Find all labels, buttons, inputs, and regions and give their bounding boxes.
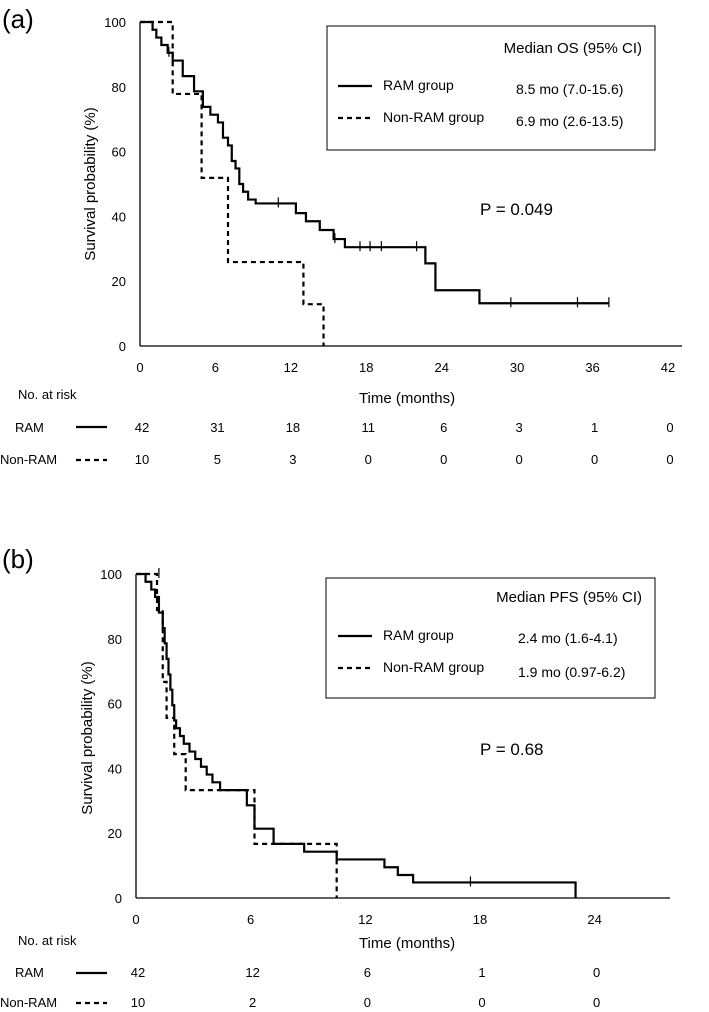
y-tick-labels-b: 0 20 40 60 80 100: [100, 567, 122, 906]
legend-title-b: Median PFS (95% CI): [496, 589, 642, 606]
y-tick-label: 20: [108, 826, 122, 841]
x-tick-label: 6: [212, 360, 219, 375]
legend-label-nonram-b: Non-RAM group: [383, 659, 484, 675]
legend-median-nonram-b: 1.9 mo (0.97-6.2): [518, 664, 625, 680]
survival-curves-b: [136, 568, 577, 898]
y-tick-label: 100: [100, 567, 122, 582]
legend-label-nonram-a: Non-RAM group: [383, 109, 484, 125]
risk-row-label-ram-a: RAM: [15, 420, 44, 435]
risk-value: 0: [593, 995, 600, 1010]
y-tick-label: 0: [119, 339, 126, 354]
risk-value: 10: [135, 452, 149, 467]
risk-value: 0: [666, 452, 673, 467]
risk-value: 11: [362, 420, 376, 435]
risk-value: 42: [135, 420, 149, 435]
risk-value: 3: [516, 420, 523, 435]
risk-value: 1: [478, 965, 485, 980]
p-value-b: P = 0.68: [480, 740, 544, 759]
x-tick-label: 30: [510, 360, 524, 375]
risk-value: 0: [365, 452, 372, 467]
x-axis-title-a: Time (months): [359, 390, 455, 407]
risk-value: 31: [210, 420, 224, 435]
legend-box-a: [326, 25, 656, 151]
risk-value: 42: [131, 965, 145, 980]
y-axis-title-a: Survival probability (%): [82, 107, 99, 260]
ram-survival-curve: [136, 572, 577, 898]
risk-row-label-ram-b: RAM: [15, 965, 44, 980]
x-tick-label: 0: [132, 912, 139, 927]
y-tick-label: 80: [108, 632, 122, 647]
risk-value: 5: [214, 452, 221, 467]
x-tick-labels-b: 0 6 12 18 24: [132, 912, 602, 927]
x-tick-label: 18: [359, 360, 373, 375]
risk-value: 6: [364, 965, 371, 980]
survival-curves-a: [140, 20, 610, 346]
x-tick-labels-a: 0 6 12 18 24 30 36 42: [136, 360, 675, 375]
risk-value: 18: [286, 420, 300, 435]
y-tick-label: 100: [104, 15, 126, 30]
x-tick-label: 0: [136, 360, 143, 375]
risk-values-a: 42 31 18 11 6 3 1 010 5 3 0 0 0 0 0: [135, 420, 674, 467]
risk-table-b: No. at risk RAM Non-RAM 42 12 6 1 010 2 0 0 0: [0, 933, 600, 1010]
y-tick-label: 60: [108, 697, 122, 712]
risk-value: 2: [249, 995, 256, 1010]
risk-table-title-b: No. at risk: [18, 933, 77, 948]
legend-box-b: [325, 577, 656, 699]
y-tick-label: 40: [108, 761, 122, 776]
panel-label-a: (a): [2, 4, 34, 34]
legend-title-a: Median OS (95% CI): [504, 40, 642, 57]
x-tick-label: 6: [247, 912, 254, 927]
x-tick-label: 42: [661, 360, 675, 375]
y-tick-labels-a: 0 20 40 60 80 100: [104, 15, 126, 354]
x-tick-label: 12: [358, 912, 372, 927]
p-value-a: P = 0.049: [480, 200, 553, 219]
x-axis-title-b: Time (months): [359, 935, 455, 952]
risk-value: 12: [245, 965, 259, 980]
legend-b: Median PFS (95% CI) RAM group 2.4 mo (1.…: [325, 577, 656, 699]
legend-median-ram-a: 8.5 mo (7.0-15.6): [516, 81, 623, 97]
y-tick-label: 40: [112, 209, 126, 224]
risk-value: 0: [591, 452, 598, 467]
x-tick-label: 24: [434, 360, 448, 375]
panel-label-b: (b): [2, 544, 34, 574]
x-tick-label: 36: [585, 360, 599, 375]
y-tick-label: 80: [112, 80, 126, 95]
x-tick-label: 24: [587, 912, 601, 927]
y-tick-label: 20: [112, 274, 126, 289]
x-tick-label: 12: [284, 360, 298, 375]
legend-label-ram-a: RAM group: [383, 77, 454, 93]
risk-value: 0: [364, 995, 371, 1010]
risk-table-a: No. at risk RAM Non-RAM 42 31 18 11 6 3 1 010 5 3…: [0, 387, 674, 467]
nonram-survival-curve: [140, 20, 325, 346]
risk-value: 0: [593, 965, 600, 980]
risk-row-label-nonram-b: Non-RAM: [0, 995, 57, 1010]
x-tick-label: 18: [473, 912, 487, 927]
legend-median-ram-b: 2.4 mo (1.6-4.1): [518, 630, 618, 646]
risk-table-title-a: No. at risk: [18, 387, 77, 402]
legend-median-nonram-a: 6.9 mo (2.6-13.5): [516, 113, 623, 129]
legend-label-ram-b: RAM group: [383, 627, 454, 643]
risk-value: 0: [516, 452, 523, 467]
y-tick-label: 60: [112, 145, 126, 160]
risk-value: 0: [478, 995, 485, 1010]
nonram-survival-curve: [136, 572, 338, 898]
y-tick-label: 0: [115, 891, 122, 906]
risk-value: 3: [289, 452, 296, 467]
risk-value: 10: [131, 995, 145, 1010]
risk-row-label-nonram-a: Non-RAM: [0, 452, 57, 467]
legend-a: Median OS (95% CI) RAM group 8.5 mo (7.0…: [326, 25, 656, 151]
risk-values-b: 42 12 6 1 010 2 0 0 0: [131, 965, 601, 1010]
risk-value: 0: [440, 452, 447, 467]
risk-value: 6: [440, 420, 447, 435]
risk-value: 1: [591, 420, 598, 435]
risk-value: 0: [666, 420, 673, 435]
y-axis-title-b: Survival probability (%): [79, 661, 96, 814]
